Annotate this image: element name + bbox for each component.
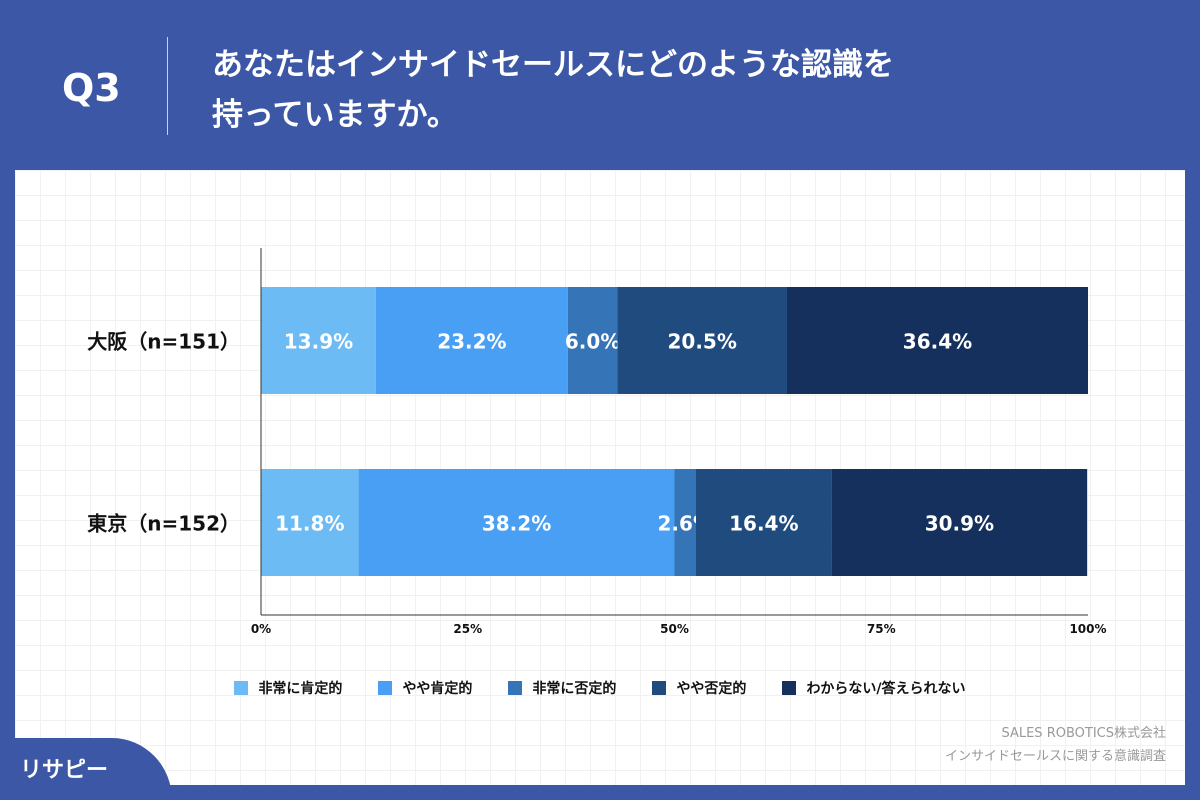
x-tick-label: 50% (660, 622, 689, 636)
category-label: 東京（n=152） (87, 512, 240, 536)
bar-segment (786, 287, 1088, 394)
source: SALES ROBOTICS株式会社インサイドセールスに関する意識調査 (945, 722, 1166, 768)
legend-swatch (234, 681, 249, 695)
x-tick-label: 0% (251, 622, 271, 636)
data-label: 6.0% (565, 330, 620, 354)
bar-segment (567, 287, 618, 394)
source-line-2: インサイドセールスに関する意識調査 (944, 749, 1166, 764)
legend-swatch (378, 681, 393, 695)
legend-swatch (782, 681, 797, 695)
legend-item: 非常に否定的 (508, 678, 616, 698)
legend-item: やや否定的 (652, 678, 746, 698)
data-label: 23.2% (437, 330, 506, 354)
bar-segment (696, 469, 832, 576)
legend-label: やや否定的 (676, 681, 747, 697)
legend-item: やや肯定的 (378, 678, 472, 698)
logo-text: リサピー (20, 758, 109, 783)
bar-segment (831, 469, 1088, 576)
title-line-2: 持っていますか。 (212, 97, 458, 133)
data-label: 16.4% (729, 512, 798, 536)
data-label: 11.8% (275, 512, 344, 536)
x-tick-label: 100% (1069, 622, 1106, 636)
bar-segment (375, 287, 568, 394)
bar-segment (617, 287, 787, 394)
data-label: 30.9% (925, 512, 994, 536)
legend-label: やや肯定的 (402, 681, 473, 697)
legend-label: 非常に肯定的 (258, 681, 343, 697)
question-title: あなたはインサイドセールスにどのような認識を 持っていますか。 (212, 40, 1112, 140)
bar-segment (261, 287, 376, 394)
legend-swatch (652, 681, 667, 695)
legend-item: わからない/答えられない (782, 678, 966, 698)
category-label: 大阪（n=151） (87, 330, 240, 354)
bar-segment (358, 469, 675, 576)
divider (167, 37, 168, 135)
legend-swatch (508, 681, 523, 695)
data-label: 20.5% (668, 330, 737, 354)
legend-label: 非常に否定的 (532, 681, 617, 697)
question-number: Q3 (62, 66, 121, 110)
x-tick-label: 25% (453, 622, 482, 636)
source-line-1: SALES ROBOTICS株式会社 (1001, 726, 1166, 741)
data-label: 36.4% (903, 330, 972, 354)
x-tick-label: 75% (867, 622, 896, 636)
legend: 非常に肯定的 やや肯定的 非常に否定的 やや否定的 わからない/答えられない (0, 678, 1200, 698)
data-label: 38.2% (482, 512, 551, 536)
title-line-1: あなたはインサイドセールスにどのような認識を (212, 47, 894, 83)
legend-item: 非常に肯定的 (234, 678, 342, 698)
bar-segment (261, 469, 359, 576)
data-label: 13.9% (284, 330, 353, 354)
bar-segment (674, 469, 697, 576)
legend-label: わからない/答えられない (806, 681, 966, 697)
logo: リサピー (0, 738, 172, 800)
